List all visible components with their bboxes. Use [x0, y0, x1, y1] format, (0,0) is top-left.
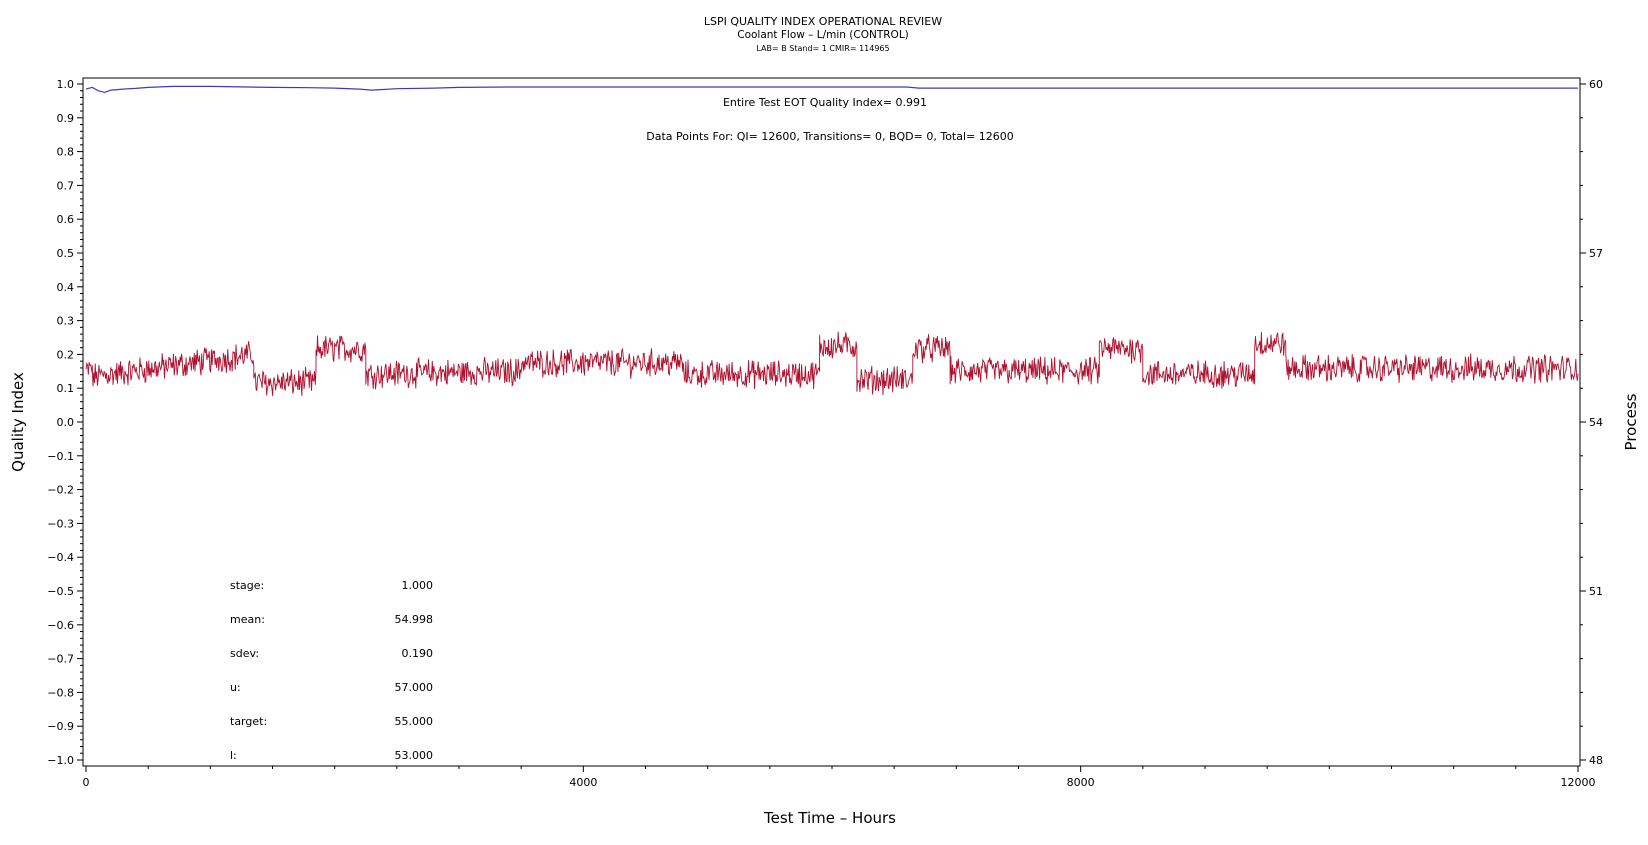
y-tick-label: 0.3: [57, 315, 75, 328]
stat-value: 53.000: [395, 749, 434, 762]
y-tick-label: −0.3: [47, 517, 74, 530]
stat-label: target:: [230, 715, 267, 728]
eot-quality-index-annotation: Entire Test EOT Quality Index= 0.991: [723, 96, 927, 109]
x-tick-label: 12000: [1561, 776, 1596, 789]
y-tick-label: 1.0: [57, 78, 75, 91]
y-tick-label: 0.6: [57, 213, 75, 226]
y-tick-label: −0.8: [47, 686, 74, 699]
y-tick-label: −0.6: [47, 619, 74, 632]
series-process-line: [85, 331, 1579, 396]
y-tick-label: −0.2: [47, 484, 74, 497]
y-tick-label: −0.1: [47, 450, 74, 463]
y-tick-label: 0.9: [57, 112, 75, 125]
y2-tick-label: 60: [1589, 78, 1603, 91]
x-tick-label: 4000: [569, 776, 597, 789]
y-tick-label: −0.7: [47, 653, 74, 666]
stat-value: 57.000: [395, 681, 434, 694]
left-axis-ticks: 1.0 0.9 0.8 0.7 0.6 0.5 0.4 0.3 0.2 0.1 0.0 −0.1 −0.…: [47, 78, 83, 767]
y-tick-label: −1.0: [47, 754, 74, 767]
x-tick-label: 0: [83, 776, 90, 789]
plot-frame: [82, 77, 1581, 767]
stat-value: 54.998: [395, 613, 434, 626]
stat-label: u:: [230, 681, 241, 694]
x-tick-label: 8000: [1067, 776, 1095, 789]
y-tick-label: 0.4: [57, 281, 75, 294]
y2-tick-label: 54: [1589, 416, 1603, 429]
chart-title: LSPI QUALITY INDEX OPERATIONAL REVIEW: [704, 15, 942, 28]
y2-axis-label: Process: [1622, 393, 1640, 450]
y-tick-label: 0.8: [57, 146, 75, 159]
stat-label: mean:: [230, 613, 265, 626]
series-group: [85, 85, 1579, 396]
y2-tick-label: 48: [1589, 754, 1603, 767]
stat-label: sdev:: [230, 647, 259, 660]
y-axis-label: Quality Index: [9, 372, 27, 472]
y-tick-label: −0.9: [47, 720, 74, 733]
x-axis-ticks: 0 4000 8000 12000: [83, 766, 1596, 789]
y-tick-label: 0.2: [57, 348, 75, 361]
series-quality-index-line: [85, 85, 1578, 94]
y-tick-label: 0.7: [57, 179, 75, 192]
y-tick-label: −0.5: [47, 585, 74, 598]
y-tick-label: 0.0: [57, 416, 75, 429]
stat-value: 1.000: [402, 579, 434, 592]
y2-tick-label: 57: [1589, 247, 1603, 260]
y-tick-label: 0.5: [57, 247, 75, 260]
y-tick-label: 0.1: [57, 382, 75, 395]
chart-subtitle-lab: LAB= B Stand= 1 CMIR= 114965: [756, 44, 889, 53]
y2-tick-label: 51: [1589, 585, 1603, 598]
data-points-annotation: Data Points For: QI= 12600, Transitions=…: [646, 130, 1014, 143]
stat-value: 0.190: [402, 647, 434, 660]
stat-value: 55.000: [395, 715, 434, 728]
x-axis-label: Test Time – Hours: [763, 809, 896, 827]
chart-subtitle: Coolant Flow – L/min (CONTROL): [737, 29, 909, 41]
stat-label: stage:: [230, 579, 264, 592]
y-tick-label: −0.4: [47, 551, 74, 564]
right-axis-ticks: 60 57 54 51 48: [1580, 78, 1603, 767]
stat-label: l:: [230, 749, 237, 762]
stats-block: stage: 1.000 mean: 54.998 sdev: 0.190 u: 57.000…: [230, 579, 433, 762]
